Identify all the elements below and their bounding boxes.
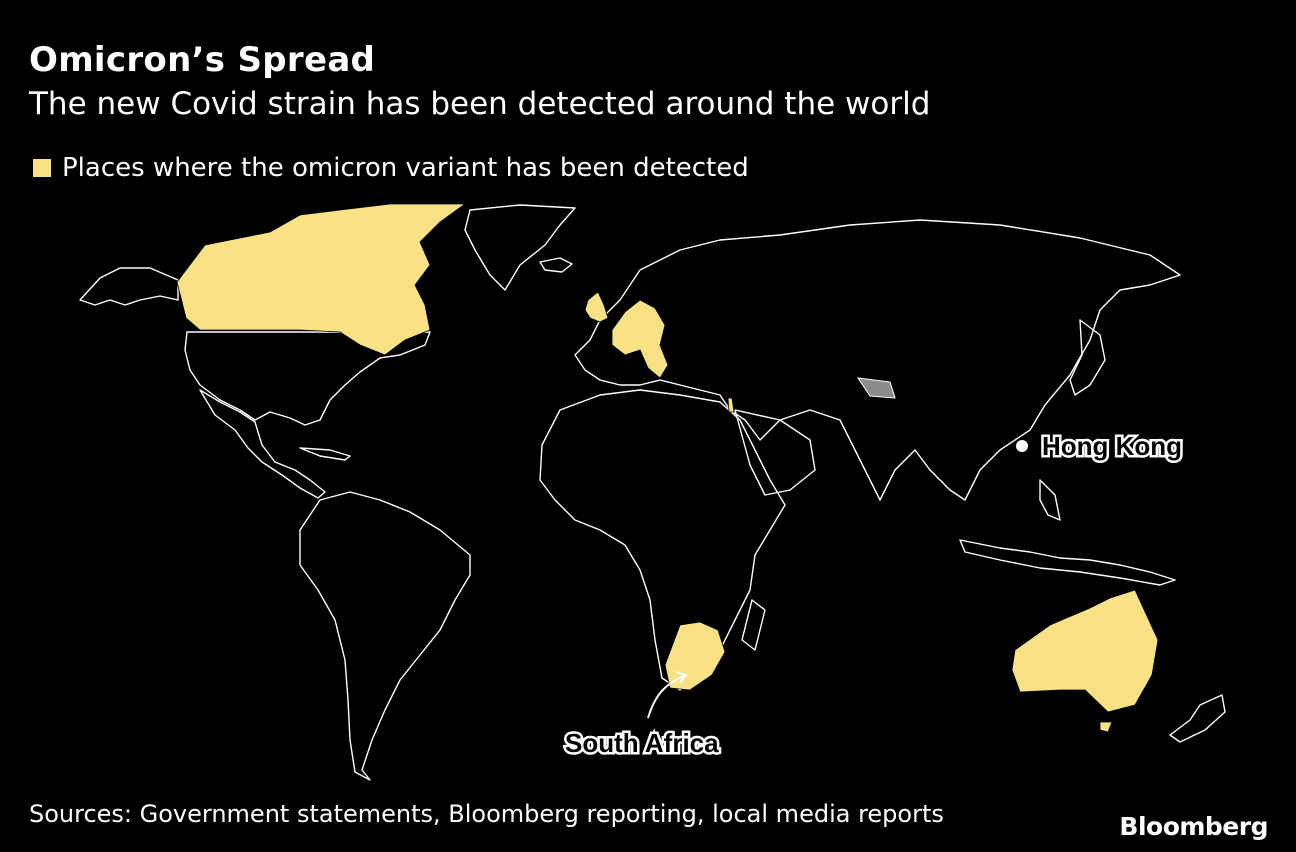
south-africa-arrow bbox=[647, 675, 685, 719]
caribbean-outline bbox=[299, 447, 351, 461]
south-africa-arrowhead bbox=[675, 671, 688, 684]
nepal-region bbox=[856, 377, 896, 399]
world-map: Hong Kong South Africa bbox=[79, 203, 1226, 781]
europe-shape bbox=[611, 299, 669, 379]
hong-kong-label: Hong Kong bbox=[1042, 431, 1182, 461]
legend-swatch bbox=[33, 159, 51, 177]
uk-shape bbox=[584, 291, 609, 323]
greenland-outline bbox=[464, 204, 576, 291]
chart-title: Omicron’s Spread bbox=[29, 40, 376, 80]
detected-places bbox=[176, 203, 1159, 733]
south-america-outline bbox=[299, 491, 471, 781]
australia-shape bbox=[1011, 589, 1159, 713]
israel-shape bbox=[727, 397, 735, 413]
japan-outline bbox=[1069, 319, 1106, 396]
madagascar-outline bbox=[741, 599, 766, 651]
country-outlines bbox=[79, 204, 1226, 781]
canada-shape bbox=[176, 203, 467, 356]
mexico-outline bbox=[199, 389, 326, 499]
chart-subtitle: The new Covid strain has been detected a… bbox=[29, 86, 931, 122]
arabia-outline bbox=[734, 409, 816, 496]
philippines-outline bbox=[1039, 479, 1061, 521]
south-africa-label: South Africa bbox=[565, 728, 719, 758]
indonesia-outline bbox=[959, 539, 1176, 586]
iceland-outline bbox=[539, 257, 573, 273]
legend-label: Places where the omicron variant has bee… bbox=[62, 153, 749, 183]
legend: Places where the omicron variant has bee… bbox=[33, 153, 749, 183]
usa-outline bbox=[184, 331, 431, 426]
new-zealand-outline bbox=[1169, 694, 1226, 743]
south-africa-shape bbox=[664, 621, 726, 691]
tasmania-shape bbox=[1099, 721, 1113, 733]
source-note: Sources: Government statements, Bloomber… bbox=[29, 800, 944, 828]
alaska-outline bbox=[79, 267, 179, 306]
hong-kong-marker bbox=[1016, 440, 1028, 452]
bloomberg-logo: Bloomberg bbox=[1119, 812, 1268, 841]
eurasia-outline bbox=[574, 219, 1181, 501]
